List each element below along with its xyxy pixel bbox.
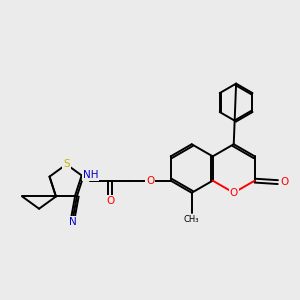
Text: CH₃: CH₃ [184, 215, 200, 224]
Text: O: O [281, 177, 289, 187]
Text: O: O [230, 188, 238, 198]
Text: NH: NH [82, 170, 98, 180]
Text: O: O [146, 176, 154, 186]
Text: O: O [106, 196, 114, 206]
Text: N: N [69, 217, 77, 227]
Text: S: S [63, 159, 70, 170]
